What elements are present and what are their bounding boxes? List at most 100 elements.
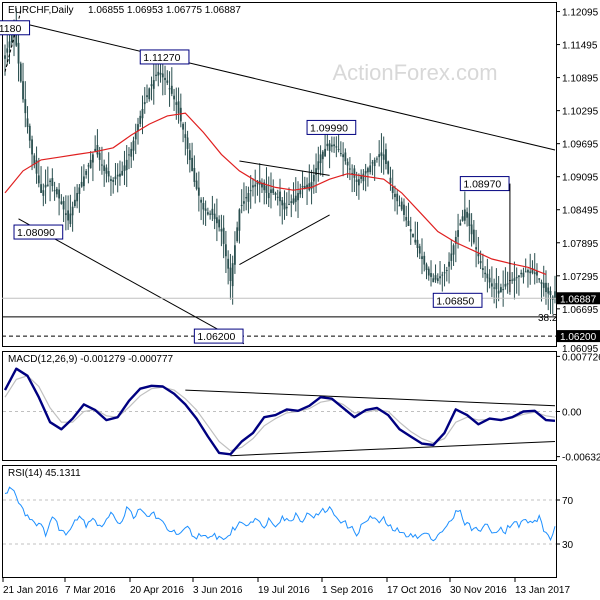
candle-body [434,275,437,280]
candle-body [215,217,218,224]
candle-body [515,276,518,279]
rsi-tick-label: 30 [562,540,574,551]
triangle-upper-trendline [239,160,330,176]
x-tick-label: 17 Oct 2016 [387,585,442,596]
candle-body [542,282,545,288]
candle-body [290,201,293,203]
candle-body [267,192,270,199]
candle-body [333,144,335,147]
candle-body [387,161,390,174]
annotation-box [0,20,31,36]
candle-body [547,287,550,294]
candle-body [416,239,419,248]
candle-body [33,155,36,165]
candle-body [337,148,340,150]
candle-body [294,195,297,202]
candle-body [24,99,27,114]
candle-body [35,160,38,174]
candle-body [112,179,115,182]
price-tick-label: 1.08495 [562,206,599,217]
candle-body [445,270,448,272]
candle-body [218,219,221,228]
chart-symbol: EURCHF,Daily [8,5,74,16]
support-level-box [557,330,600,343]
candle-body [418,246,421,254]
candle-body [254,184,257,187]
candle-body [348,168,351,170]
candle-body [186,137,189,149]
candle-body [211,208,214,215]
candle-body [549,290,552,296]
annotation-label: 1.11270 [143,52,180,64]
candle-body [312,175,315,182]
candle-body [279,191,281,202]
candle-body [430,273,432,277]
candle-body [78,187,81,194]
annotation-label: 1.1180 [0,23,21,35]
candle-body [362,173,365,182]
candle-body [405,216,408,221]
candle-body [155,74,157,76]
candle-body [204,208,207,211]
candle-body [317,161,320,170]
candle-body [457,230,459,237]
macd-tick-label: 0.00 [562,407,582,418]
candle-body [8,41,11,48]
candle-body [540,282,543,284]
candle-body [130,148,133,157]
candle-body [238,209,241,231]
candle-body [139,115,142,124]
candle-body [303,186,306,189]
candle-body [148,88,151,100]
price-axis: 1.12095 1.11495 1.10895 1.10295 1.09695 1.090… [556,8,600,355]
x-tick-label: 30 Nov 2016 [450,585,507,596]
candle-body [443,272,446,274]
candle-body [308,183,311,191]
candle-body [137,124,139,132]
candle-body [229,267,232,282]
candle-body [105,167,108,174]
candle-body [389,177,392,184]
candle-body [261,183,263,188]
candle-body [301,185,304,188]
candle-body [344,152,347,162]
price-tick-label: 1.10895 [562,74,599,85]
candle-body [342,154,345,158]
candle-body [22,81,24,100]
candle-body [376,158,378,160]
current-price-label: 1.06887 [560,294,597,305]
candle-body [367,168,369,173]
candle-body [522,272,525,278]
candle-body [285,206,288,209]
candle-body [292,198,295,204]
candle-body [538,278,541,280]
candle-body [152,80,155,89]
candle-body [236,227,239,242]
candle-body [53,190,56,192]
annotation-label: 1.08970 [463,179,501,191]
annotation-label: 1.09990 [310,122,348,134]
candle-body [466,211,468,218]
candle-body [87,165,90,167]
rsi-line [4,486,556,542]
candle-body [351,173,354,175]
candle-body [484,272,487,275]
candle-body [357,179,360,186]
candle-body [315,168,317,175]
watermark: ActionForex.com [332,60,497,85]
candle-body [511,279,514,281]
price-tick-label: 1.10295 [562,107,599,118]
candle-body [19,63,22,82]
candle-body [249,190,252,192]
rsi-panel-frame [2,465,557,578]
candle-body [37,175,40,184]
candle-body [80,181,83,187]
candle-body [243,201,245,204]
candle-body [179,107,182,122]
candle-body [6,48,9,53]
macd-group: 0.007726 0.00 -0.006327 [3,352,600,464]
candle-body [531,267,534,273]
candle-body [85,170,88,175]
candle-body [76,192,79,202]
